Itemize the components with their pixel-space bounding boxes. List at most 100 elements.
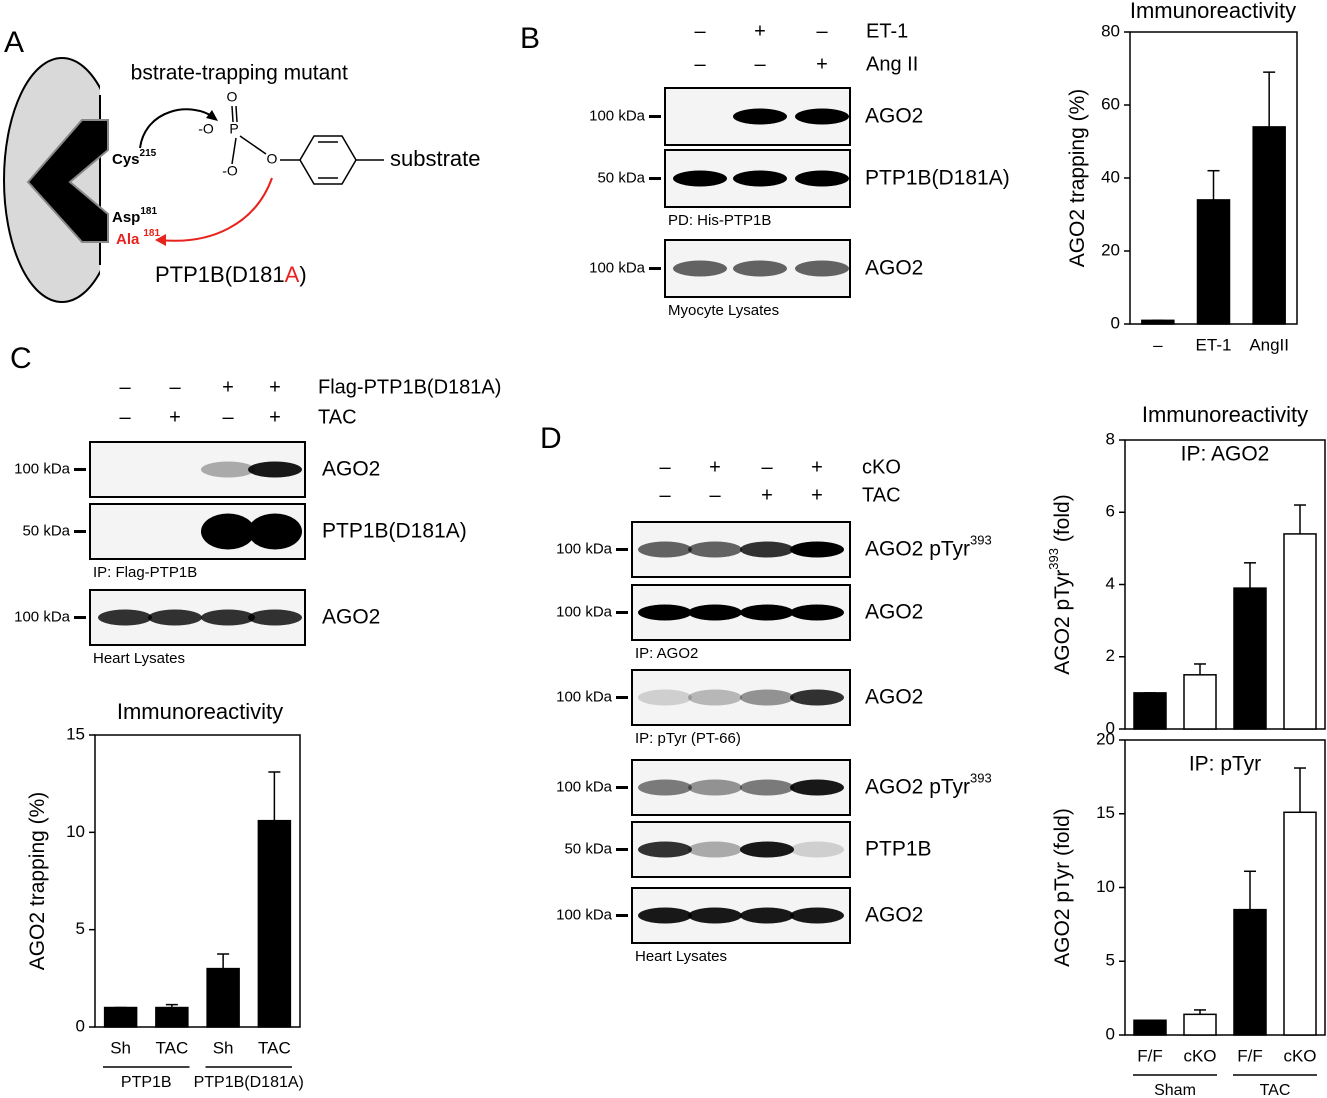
group-label: PTP1B (121, 1074, 172, 1091)
atom: P (229, 121, 238, 137)
treatment-sign: – (694, 20, 706, 42)
blot-band (733, 260, 787, 277)
bond (239, 135, 267, 155)
arrow (139, 108, 216, 149)
blot-band (740, 541, 794, 558)
blot-band (201, 461, 255, 478)
y-tick-label: 4 (1106, 574, 1115, 593)
panel-letter: D (540, 422, 562, 455)
protein-label: AGO2 (322, 457, 380, 480)
blot-band (248, 461, 302, 478)
blot-band (790, 907, 844, 924)
x-tick-label: AngII (1249, 335, 1289, 354)
treatment-label: cKO (862, 456, 901, 478)
blot-band (740, 841, 794, 858)
residue-sup: 181 (140, 206, 157, 217)
blot-caption: IP: Flag-PTP1B (93, 564, 197, 581)
mutant-text: PTP1B(D181 (155, 262, 285, 287)
blot-band (790, 779, 844, 796)
bar (1233, 587, 1267, 730)
blot-band (688, 779, 742, 796)
chart-title: Immunoreactivity (1130, 0, 1296, 23)
treatment-sign: – (659, 456, 671, 478)
protein-name: AGO2 (865, 685, 923, 708)
blot-band (98, 609, 152, 626)
bar (1183, 1013, 1217, 1036)
y-axis-label: AGO2 pTyr (fold) (1051, 808, 1074, 967)
bond (235, 105, 238, 123)
blot-band (688, 604, 742, 621)
treatment-sign: + (169, 406, 181, 428)
treatment-label: TAC (862, 484, 901, 506)
protein-label: AGO2 (865, 903, 923, 926)
blot-band (688, 541, 742, 558)
bar (1252, 126, 1286, 325)
blot-band (638, 541, 692, 558)
kda-label: 50 kDa (597, 169, 645, 186)
treatment-sign: – (709, 484, 721, 506)
blot-band (795, 260, 849, 277)
protein-name: AGO2 pTyr (865, 537, 970, 560)
y-tick-label: 6 (1106, 502, 1115, 521)
x-tick-label: Sh (110, 1038, 131, 1057)
protein-sup: 393 (970, 533, 992, 548)
protein-label: AGO2 (865, 685, 923, 708)
bar (103, 1006, 138, 1028)
treatment-sign: + (811, 484, 823, 506)
substrate-label: substrate (390, 146, 481, 171)
y-tick-label: 60 (1101, 94, 1120, 113)
y-tick-label: 0 (1106, 1024, 1115, 1043)
treatment-sign: – (816, 20, 828, 42)
bar (206, 967, 240, 1028)
blot-band (638, 907, 692, 924)
treatment-label: Flag-PTP1B(D181A) (318, 376, 501, 398)
y-tick-label: 2 (1106, 646, 1115, 665)
blot-band (638, 779, 692, 796)
residue-name: Ala (116, 231, 140, 248)
bonds (231, 105, 384, 185)
y-tick-label: 5 (1106, 951, 1115, 970)
protein-name: AGO2 (865, 600, 923, 623)
panel-a: A Substrate-trapping mutant Cys215 Asp18… (3, 26, 481, 310)
kda-label: 100 kDa (14, 460, 71, 477)
treatment-sign: – (119, 406, 131, 428)
protein-name: AGO2 (322, 457, 380, 480)
blot-band (740, 779, 794, 796)
treatment-sign: – (754, 53, 766, 75)
blot-band (248, 513, 302, 550)
treatment-sign: + (222, 376, 234, 398)
y-axis-label: AGO2 trapping (%) (1066, 89, 1089, 268)
atom: O (267, 151, 278, 167)
bar (257, 819, 292, 1028)
blot-band (733, 170, 787, 187)
panel-letter: C (10, 342, 32, 375)
chart-title: Immunoreactivity (1142, 402, 1308, 427)
diagram-title: Substrate-trapping mutant (105, 62, 348, 85)
kda-label: 100 kDa (589, 259, 646, 276)
blot-band (790, 841, 844, 858)
blot-caption: IP: pTyr (PT-66) (635, 730, 741, 747)
protein-name: AGO2 pTyr (865, 775, 970, 798)
treatment-sign: + (816, 53, 828, 75)
blot-band (733, 108, 787, 125)
protein-label: PTP1B(D181A) (865, 166, 1010, 189)
y-tick-label: 80 (1101, 21, 1120, 40)
mutant-label: PTP1B(D181A) (155, 262, 307, 287)
treatment-label: TAC (318, 406, 357, 428)
blot-band (688, 689, 742, 706)
y-tick-label: 8 (1106, 429, 1115, 448)
x-tick-label: F/F (1237, 1046, 1263, 1065)
atom: -O (222, 163, 238, 179)
mutant-red: A (285, 262, 300, 287)
arrow (159, 177, 273, 242)
protein-name: AGO2 (865, 903, 923, 926)
blot-band (790, 689, 844, 706)
bar (1196, 199, 1231, 325)
x-tick-label: F/F (1137, 1046, 1163, 1065)
kda-label: 50 kDa (564, 840, 612, 857)
protein-label: AGO2 pTyr393 (865, 771, 992, 798)
y-axis-label-text: AGO2 pTyr (1051, 570, 1074, 675)
blot-band (740, 907, 794, 924)
kda-label: 50 kDa (22, 522, 70, 539)
